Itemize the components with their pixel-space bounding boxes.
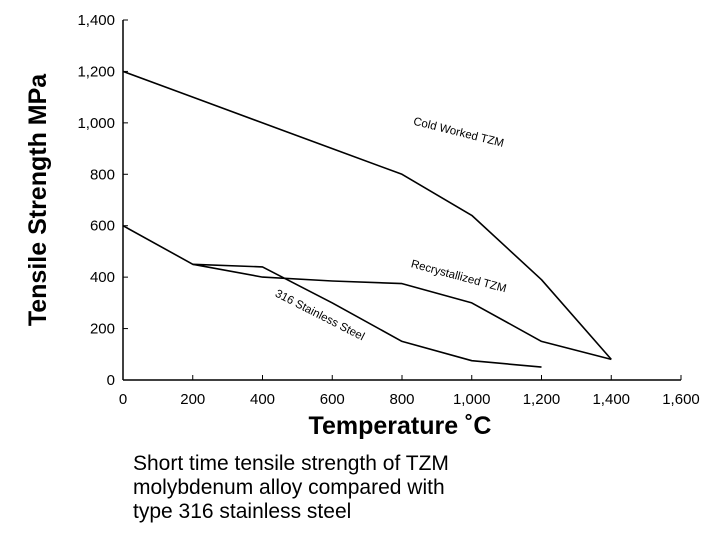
caption-line-2: molybdenum alloy compared with bbox=[133, 476, 445, 499]
y-tick-label: 0 bbox=[107, 372, 115, 389]
y-tick-label: 1,200 bbox=[77, 63, 115, 80]
x-tick-label: 1,000 bbox=[453, 391, 491, 408]
x-tick-label: 400 bbox=[250, 391, 275, 408]
x-tick-label: 800 bbox=[389, 391, 414, 408]
x-tick-label: 0 bbox=[119, 391, 127, 408]
y-tick-label: 200 bbox=[90, 321, 115, 338]
tensile-strength-chart: 0 200 400 600 800 1,000 1,200 1,400 1,600 0 200 400… bbox=[24, 12, 700, 440]
y-tick-label: 800 bbox=[90, 166, 115, 183]
series-label-cold-worked-tzm: Cold Worked TZM bbox=[412, 116, 505, 150]
figure-caption: Short time tensile strength of TZM molyb… bbox=[133, 452, 693, 524]
x-axis-title: Temperature ˚C bbox=[309, 412, 492, 440]
x-tick-label: 1,200 bbox=[523, 391, 561, 408]
y-tick-label: 600 bbox=[90, 218, 115, 235]
caption-line-1: Short time tensile strength of TZM bbox=[133, 452, 449, 475]
series-line-recrystallized-tzm bbox=[192, 263, 612, 361]
ticks: 0 200 400 600 800 1,000 1,200 1,400 1,600 0 200 400… bbox=[77, 12, 699, 408]
y-tick-label: 400 bbox=[90, 269, 115, 286]
series-line-cold-worked-tzm bbox=[122, 70, 612, 360]
x-tick-label: 1,600 bbox=[662, 391, 700, 408]
y-tick-label: 1,000 bbox=[77, 115, 115, 132]
series-lines bbox=[122, 70, 612, 368]
series-line-316-stainless-steel bbox=[122, 224, 542, 368]
x-tick-label: 600 bbox=[320, 391, 345, 408]
caption-line-3: type 316 stainless steel bbox=[133, 500, 352, 523]
axes bbox=[122, 20, 681, 381]
y-axis-title: Tensile Strength MPa bbox=[24, 73, 52, 326]
y-tick-label: 1,400 bbox=[77, 12, 115, 29]
x-tick-label: 200 bbox=[180, 391, 205, 408]
x-tick-label: 1,400 bbox=[592, 391, 630, 408]
